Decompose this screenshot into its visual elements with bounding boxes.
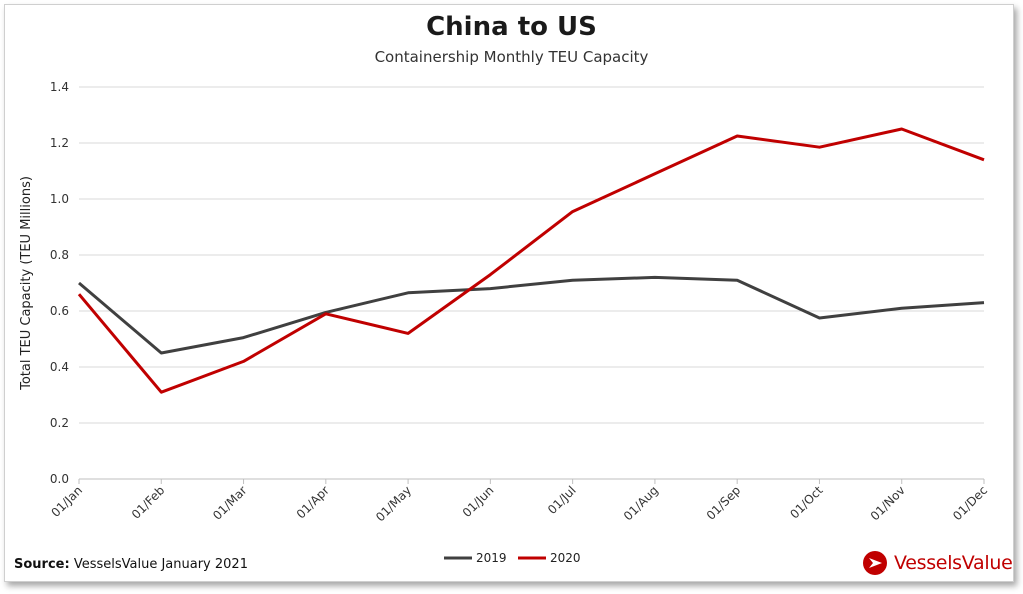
y-tick-label: 0.8 <box>50 248 69 262</box>
x-tick-label: 01/May <box>373 483 414 524</box>
x-tick-label: 01/Aug <box>621 483 661 523</box>
chart-card <box>4 4 1014 582</box>
x-tick-label: 01/Mar <box>210 483 250 523</box>
x-tick-label: 01/Jun <box>460 483 497 520</box>
y-tick-label: 1.4 <box>50 80 69 94</box>
x-tick-label: 01/Nov <box>868 483 908 523</box>
y-axis-label: Total TEU Capacity (TEU Millions) <box>19 176 34 391</box>
y-tick-label: 1.0 <box>50 192 69 206</box>
vesselsvalue-logo: VesselsValue <box>862 548 1013 578</box>
logo-text: VesselsValue <box>894 552 1013 574</box>
chart-subtitle: Containership Monthly TEU Capacity <box>374 48 649 66</box>
source-text: VesselsValue January 2021 <box>73 557 248 572</box>
y-tick-label: 0.0 <box>50 472 69 486</box>
y-tick-label: 1.2 <box>50 136 69 150</box>
x-tick-label: 01/Jan <box>48 483 85 520</box>
x-tick-label: 01/Jul <box>545 483 579 517</box>
legend-label-2020: 2020 <box>550 551 581 565</box>
series-line-2019 <box>78 275 985 355</box>
x-tick-label: 01/Dec <box>950 483 990 523</box>
y-tick-label: 0.2 <box>50 416 69 430</box>
x-tick-label: 01/Oct <box>787 483 825 521</box>
logo-mark-icon <box>863 551 887 575</box>
source-label: Source: <box>14 557 70 572</box>
source-note: Source: VesselsValue January 2021 <box>14 557 248 572</box>
x-tick-label: 01/Apr <box>294 483 332 521</box>
series-line-2020 <box>77 127 985 394</box>
x-tick-label: 01/Sep <box>704 483 744 523</box>
x-tick-label: 01/Feb <box>129 483 168 522</box>
y-tick-label: 0.6 <box>50 304 69 318</box>
y-tick-label: 0.4 <box>50 360 69 374</box>
legend-label-2019: 2019 <box>476 551 507 565</box>
chart-title: China to US <box>426 12 597 42</box>
